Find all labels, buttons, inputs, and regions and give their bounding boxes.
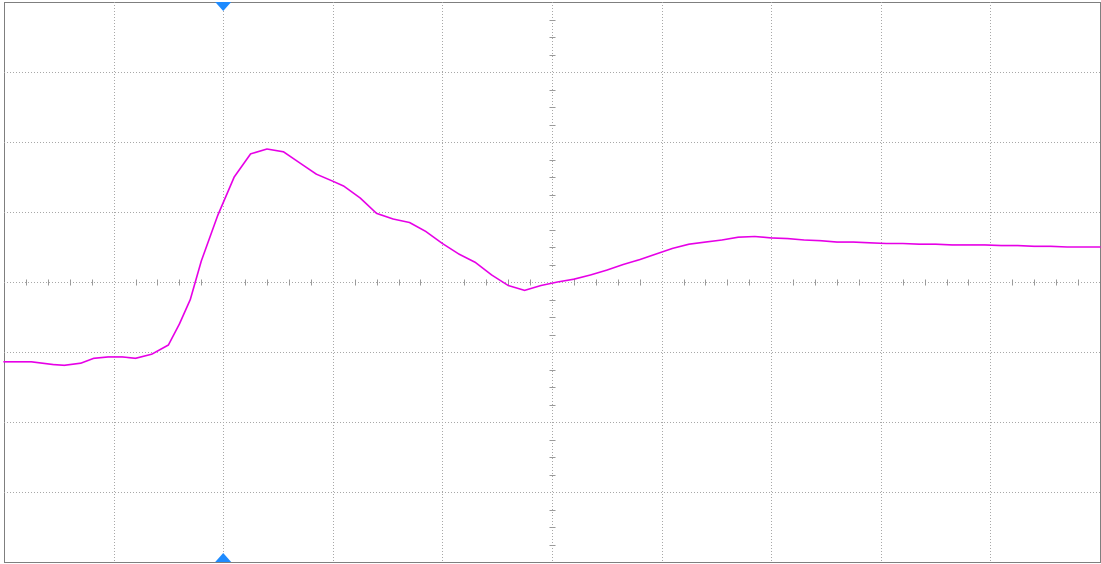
markers xyxy=(215,2,232,562)
grid xyxy=(4,2,1100,562)
trace-1 xyxy=(3,148,1101,367)
center-ticks xyxy=(26,20,1079,546)
trigger-marker-top-icon xyxy=(215,2,232,11)
trigger-marker-bottom-icon xyxy=(215,553,232,562)
traces xyxy=(3,148,1101,367)
